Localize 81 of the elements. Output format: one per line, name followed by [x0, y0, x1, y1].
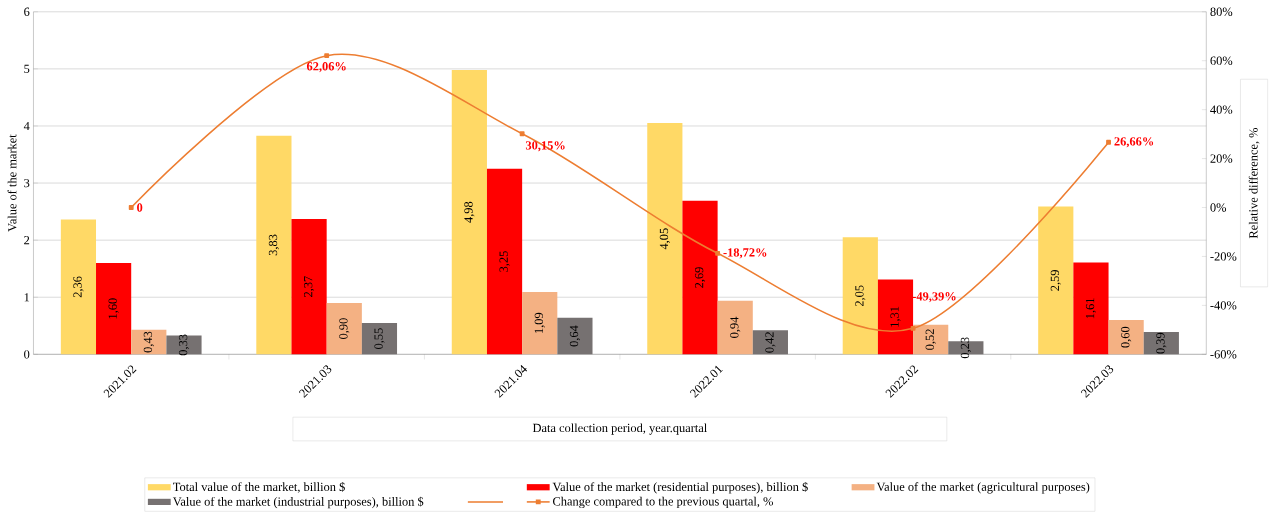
y2-tick-label: 60%: [1210, 56, 1233, 66]
y2-tick-label: -40%: [1210, 301, 1237, 310]
data-label: 3,83: [268, 234, 279, 256]
bar: [451, 70, 487, 355]
y-axis-title: Value of the market: [7, 134, 17, 232]
bar: [486, 168, 523, 355]
bar: [1038, 206, 1074, 355]
data-label: 0,94: [730, 316, 741, 339]
data-label: 2,59: [1050, 270, 1061, 291]
data-label: 1,61: [1085, 298, 1097, 319]
legend-label: Change compared to the previous quartal, %: [553, 497, 773, 509]
bar: [522, 292, 558, 355]
bar: [647, 123, 683, 355]
y2-tick-label: 80%: [1210, 7, 1233, 17]
y2-axis-title: Relative difference, %: [1248, 128, 1260, 239]
y2-tick-label: 40%: [1210, 105, 1233, 115]
legend-label: Value of the market (residential purposes), billion $: [552, 482, 808, 494]
data-label: 1,60: [108, 298, 119, 319]
bar: [913, 324, 949, 355]
data-label: 0,52: [925, 329, 936, 351]
legend-label: Total value of the market, billion $: [173, 482, 345, 494]
y-tick-label: 2: [24, 236, 30, 245]
y-tick-label: 3: [24, 179, 30, 188]
bar: [60, 219, 97, 355]
bar: [557, 317, 593, 355]
data-label: -49,39%: [912, 292, 956, 303]
point: [910, 326, 916, 331]
point: [519, 131, 525, 137]
data-label: 1,31: [890, 306, 901, 327]
y2-tick-label: -20%: [1210, 252, 1237, 261]
bar: [291, 219, 327, 355]
y-tick-label: 0: [24, 350, 30, 359]
data-label: 2,37: [304, 276, 315, 298]
point: [324, 53, 330, 59]
data-label: 26,66%: [1114, 137, 1154, 148]
point: [128, 205, 134, 211]
data-label: 3,25: [499, 251, 510, 272]
bar: [96, 263, 132, 355]
data-label: 0,60: [1121, 326, 1132, 348]
data-label: 1,09: [534, 313, 545, 334]
y2-tick-label: 0%: [1210, 203, 1227, 212]
bar: [131, 329, 167, 355]
data-label: 0,55: [374, 328, 385, 350]
bar: [752, 330, 788, 355]
bar: [326, 303, 362, 355]
legend-label: Value of the market (industrial purposes), billion $: [172, 496, 424, 509]
data-label: 62,06%: [306, 62, 346, 73]
bar: [1073, 262, 1109, 355]
data-label: 4,05: [659, 228, 670, 250]
point: [715, 251, 721, 256]
bar: [877, 279, 914, 355]
data-label: 2,05: [855, 285, 866, 307]
bar: [1108, 320, 1144, 355]
data-label: 0,33: [178, 334, 190, 356]
bar: [166, 335, 202, 355]
data-label: 0,43: [143, 331, 154, 353]
data-label: 0,90: [339, 318, 350, 340]
point: [1106, 140, 1111, 145]
data-label: 0,39: [1156, 333, 1167, 354]
bar: [361, 323, 398, 355]
y-tick-label: 5: [24, 64, 30, 74]
data-label: 2,36: [73, 276, 84, 298]
legend-label: Value of the market (agricultural purposes): [876, 482, 1090, 494]
data-label: 0,42: [765, 332, 776, 353]
data-label: -18,72%: [723, 248, 767, 259]
y-tick-label: 6: [24, 7, 30, 17]
bar: [717, 300, 753, 355]
y2-tick-label: -60%: [1210, 350, 1237, 359]
bar: [1143, 332, 1179, 355]
bar: [682, 200, 718, 355]
y-tick-label: 1: [24, 293, 30, 302]
data-label: 4,98: [464, 201, 475, 223]
y-tick-label: 4: [23, 122, 30, 131]
data-label: 0,64: [569, 325, 581, 347]
data-label: 0,23: [960, 337, 971, 359]
bar: [256, 135, 292, 355]
bar: [842, 237, 878, 355]
data-label: 2,69: [694, 267, 706, 289]
data-label: 0: [137, 203, 143, 212]
y2-tick-label: 20%: [1210, 154, 1233, 163]
x-axis-title: Data collection period, year.quartal: [532, 423, 707, 435]
